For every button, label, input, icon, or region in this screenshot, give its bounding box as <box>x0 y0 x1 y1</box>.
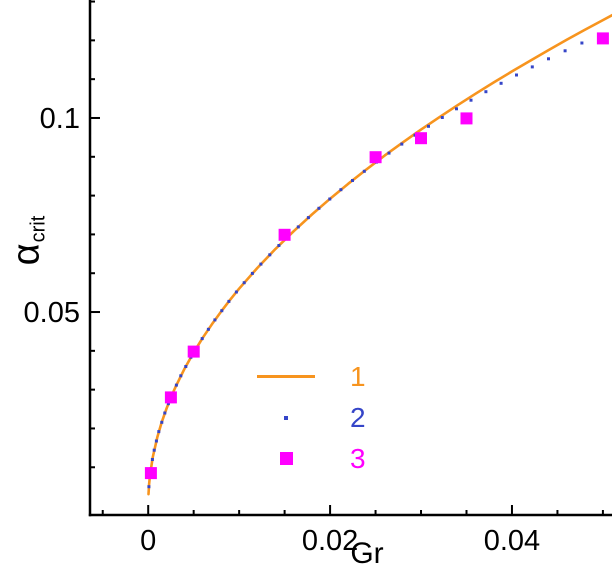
dot-marker <box>296 225 300 229</box>
dot-marker <box>317 206 321 210</box>
dot-marker <box>227 299 231 303</box>
dot-marker <box>154 439 158 443</box>
legend: 1 2 3 <box>250 356 366 479</box>
y-axis-title-main: α <box>5 243 48 266</box>
dot-marker <box>440 116 444 119</box>
legend-swatch-cell <box>250 452 322 465</box>
dot-marker <box>174 383 178 387</box>
x-axis-title: Gr <box>350 537 384 570</box>
dot-marker <box>150 458 154 461</box>
dot-marker <box>242 281 246 285</box>
dot-marker <box>306 216 310 220</box>
square-marker <box>596 32 609 45</box>
dot-marker <box>499 81 503 85</box>
dot-marker <box>234 290 238 294</box>
dot-marker <box>166 402 170 406</box>
y-tick-label: 0.05 <box>24 297 80 329</box>
dot-swatch-icon <box>284 415 288 420</box>
series-layer <box>144 13 612 496</box>
x-tick-label: 0.04 <box>484 525 540 557</box>
dot-marker <box>147 485 151 489</box>
dot-marker <box>563 49 567 53</box>
dot-marker <box>268 253 272 257</box>
square-marker <box>460 112 473 125</box>
series-3-markers <box>144 32 609 480</box>
dot-marker <box>277 244 281 247</box>
dot-marker <box>157 430 161 434</box>
square-swatch-icon <box>279 452 293 465</box>
dot-marker <box>351 179 354 182</box>
dot-marker <box>387 151 391 155</box>
dot-marker <box>200 337 204 341</box>
dot-marker <box>469 98 473 102</box>
dot-marker <box>184 365 188 368</box>
dot-marker <box>400 142 404 146</box>
legend-label: 3 <box>350 442 366 474</box>
dot-marker <box>339 188 343 192</box>
axes <box>88 0 612 517</box>
dot-marker <box>206 327 210 331</box>
y-axis-title-sub: crit <box>27 215 50 243</box>
dot-marker <box>427 124 430 128</box>
dot-marker <box>580 41 584 45</box>
square-marker <box>415 132 427 145</box>
dot-marker <box>530 65 534 69</box>
x-tick-label: 0 <box>140 525 156 557</box>
series-1-line <box>147 13 612 496</box>
dot-marker <box>163 411 167 415</box>
legend-entry-series-1: 1 <box>250 356 366 397</box>
axis-ticks <box>90 0 604 515</box>
square-marker <box>278 228 291 241</box>
legend-swatch-cell <box>250 415 322 420</box>
legend-swatch-cell <box>250 375 322 378</box>
x-tick-label: 0.02 <box>302 525 358 557</box>
square-marker <box>144 467 157 480</box>
dot-marker <box>160 420 164 424</box>
square-marker <box>164 391 177 404</box>
dot-marker <box>484 90 488 94</box>
dot-marker <box>179 374 183 378</box>
legend-entry-series-2: 2 <box>250 397 366 438</box>
dot-marker <box>152 448 156 452</box>
legend-label: 1 <box>350 360 366 392</box>
tick-labels: 0 0.02 0.04 0.05 0.1 <box>24 103 541 557</box>
dot-marker <box>515 73 518 77</box>
legend-entry-series-3: 3 <box>250 438 366 479</box>
line-swatch-icon <box>257 375 315 378</box>
legend-label: 2 <box>350 401 366 433</box>
dot-marker <box>213 318 217 322</box>
y-axis-title: αcrit <box>6 181 51 301</box>
dot-marker <box>547 57 550 61</box>
series-2-markers <box>147 33 601 489</box>
y-tick-label: 0.1 <box>40 103 80 135</box>
square-marker <box>187 345 200 358</box>
dot-marker <box>328 197 332 201</box>
dot-marker <box>362 169 366 173</box>
dot-marker <box>220 309 224 313</box>
square-marker <box>369 151 382 164</box>
dot-marker <box>455 107 458 111</box>
dot-marker <box>259 262 263 266</box>
dot-marker <box>250 271 254 275</box>
